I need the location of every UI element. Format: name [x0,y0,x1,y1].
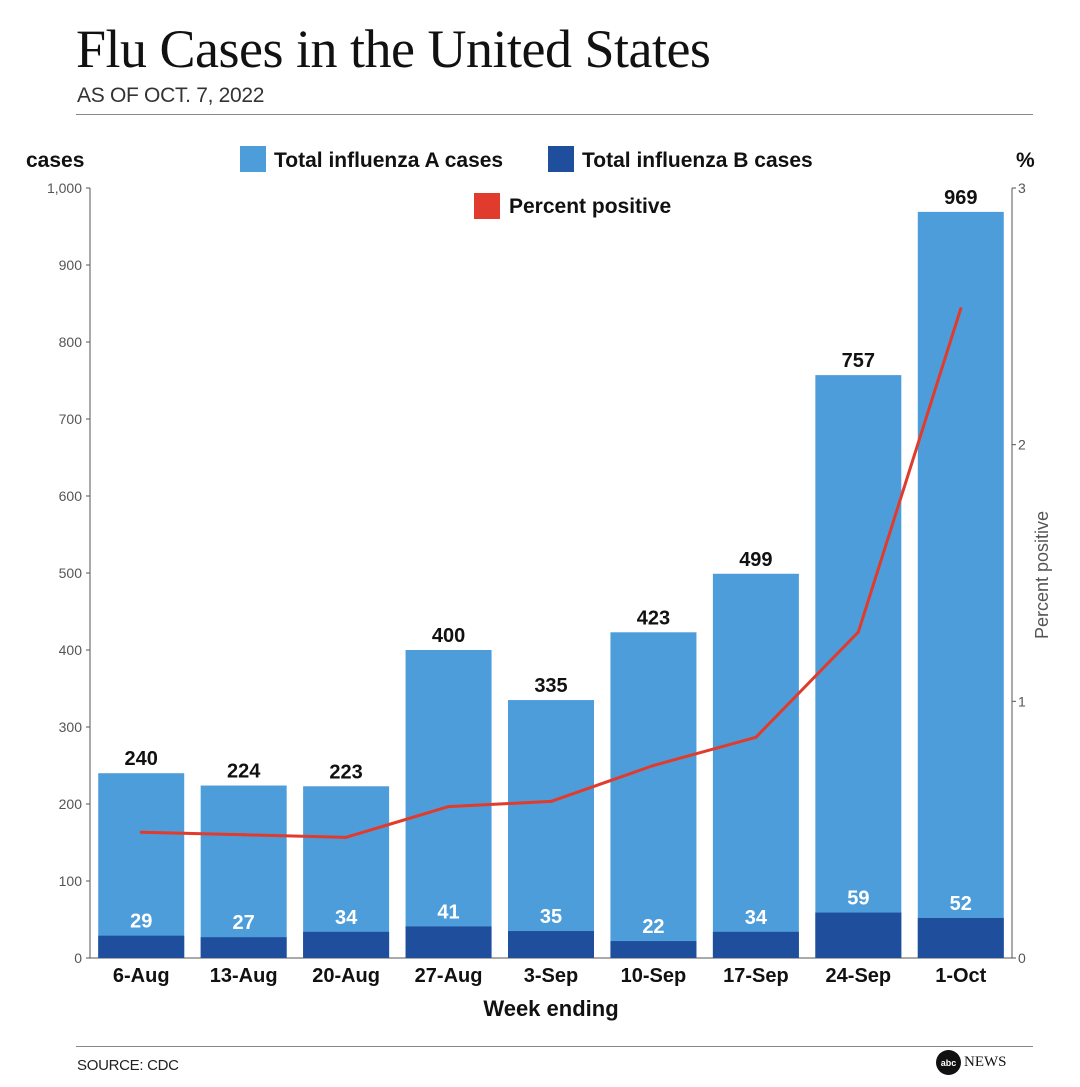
y-tick-label: 200 [59,796,83,812]
data-label-influenza-b: 27 [233,912,255,934]
x-tick-label: 17-Sep [723,965,789,987]
bar-influenza-b [200,937,287,958]
y2-unit-label: % [1016,149,1035,172]
bar-influenza-a [200,785,287,958]
chart-subtitle: AS OF OCT. 7, 2022 [77,84,265,107]
legend-label-percent-positive: Percent positive [509,195,671,218]
x-tick-label: 20-Aug [312,965,380,987]
data-label-influenza-a: 423 [637,607,670,629]
x-tick-label: 6-Aug [113,965,170,987]
legend-label-influenza-b: Total influenza B cases [582,149,813,172]
bar-influenza-a [712,573,799,958]
x-tick-label: 3-Sep [524,965,578,987]
y-tick-label: 700 [59,411,83,427]
legend-swatch-influenza-b [548,146,574,172]
abc-news-logo: abc NEWS [936,1050,1007,1075]
header-divider [76,114,1033,115]
point-percent-positive [447,805,451,809]
y2-axis-label: Percent positive [1032,511,1052,639]
data-label-influenza-a: 223 [329,761,362,783]
data-label-influenza-a: 400 [432,625,465,647]
y-tick-label: 500 [59,565,83,581]
point-percent-positive [139,830,143,834]
data-label-influenza-b: 22 [642,916,664,938]
data-label-influenza-a: 757 [842,350,875,372]
bar-influenza-a [917,211,1004,958]
y-tick-label: 1,000 [47,180,82,196]
data-label-influenza-a: 969 [944,187,977,209]
point-percent-positive [959,307,963,311]
y-tick-label: 300 [59,719,83,735]
chart-title: Flu Cases in the United States [76,19,711,79]
point-percent-positive [651,764,655,767]
y2-tick-label: 2 [1018,437,1026,453]
bar-influenza-b [610,941,697,958]
point-percent-positive [344,835,348,839]
bar-influenza-a [303,786,390,958]
y-tick-label: 600 [59,488,83,504]
footer-divider [76,1046,1033,1047]
y2-tick-label: 0 [1018,950,1026,966]
bar-influenza-b [508,931,594,958]
point-percent-positive [754,735,758,739]
x-tick-label: 1-Oct [935,965,986,987]
data-label-influenza-b: 59 [847,888,869,910]
point-percent-positive [549,799,553,803]
data-label-influenza-a: 335 [534,675,567,697]
abc-logo-icon: abc [936,1050,961,1075]
y2-tick-label: 3 [1018,180,1026,196]
data-label-influenza-b: 34 [745,907,768,929]
legend-swatch-influenza-a [240,146,266,172]
point-percent-positive [856,630,860,634]
logo-wordmark: NEWS [964,1054,1007,1070]
bar-influenza-a [98,773,185,958]
data-label-influenza-a: 240 [125,748,158,770]
source-note: SOURCE: CDC [77,1057,179,1074]
legend-swatch-percent-positive [474,193,500,219]
data-label-influenza-a: 224 [227,761,261,783]
y2-tick-label: 1 [1018,693,1026,709]
data-label-influenza-b: 35 [540,906,562,928]
x-tick-label: 13-Aug [210,965,278,987]
bar-influenza-a [610,632,697,958]
y-tick-label: 400 [59,642,83,658]
bar-influenza-a [508,700,594,958]
data-label-influenza-b: 41 [437,901,459,923]
y-tick-label: 100 [59,873,83,889]
y-tick-label: 900 [59,257,83,273]
data-label-influenza-b: 29 [130,911,152,933]
data-label-influenza-b: 34 [335,907,358,929]
y-tick-label: 0 [74,950,82,966]
bar-influenza-b [815,912,902,958]
bar-influenza-b [712,931,799,958]
x-axis-label: Week ending [483,996,618,1021]
bar-influenza-b [917,917,1004,958]
x-tick-label: 24-Sep [826,965,892,987]
y-tick-label: 800 [59,334,83,350]
y-axis-label: cases [26,149,84,172]
bar-influenza-b [98,935,185,958]
bar-influenza-b [405,926,492,958]
bar-influenza-b [303,931,390,958]
bar-influenza-a [815,375,902,958]
point-percent-positive [242,833,246,837]
data-label-influenza-b: 52 [950,893,972,915]
data-label-influenza-a: 499 [739,549,772,571]
x-tick-label: 27-Aug [415,965,483,987]
x-tick-label: 10-Sep [621,965,687,987]
legend-label-influenza-a: Total influenza A cases [274,149,503,172]
